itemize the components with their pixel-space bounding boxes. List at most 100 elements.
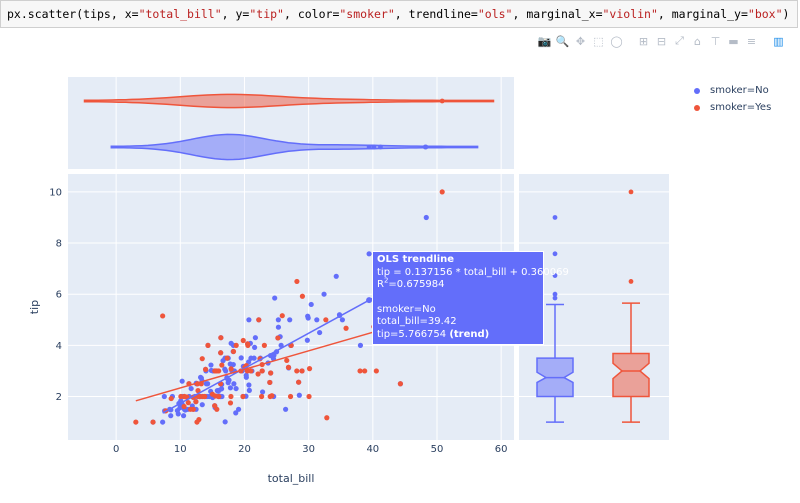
hover-compare-icon[interactable]: ≡: [746, 34, 757, 48]
plotly-logo-icon[interactable]: ▥: [773, 34, 784, 48]
scatter-point: [180, 413, 187, 419]
scatter-point: [218, 386, 225, 392]
scatter-point: [252, 335, 258, 341]
camera-icon[interactable]: 📷: [537, 34, 552, 48]
scatter-point: [214, 406, 220, 412]
scatter-point: [168, 395, 174, 402]
scatter-point: [246, 387, 252, 393]
scatter-point: [219, 362, 225, 368]
scatter-point: [220, 358, 226, 364]
box-select-icon[interactable]: ⬚: [593, 34, 604, 48]
x-tick-label: 10: [174, 444, 187, 455]
scatter-point: [218, 350, 224, 356]
hover-x: total_bill=39.42: [377, 316, 457, 327]
scatter-point: [321, 291, 327, 297]
spike-lines-icon[interactable]: ⊤: [710, 34, 721, 48]
scatter-point: [185, 400, 191, 406]
scatter-point: [235, 406, 242, 412]
scatter-point: [238, 355, 244, 361]
scatter-point: [233, 342, 239, 348]
hover-point: [366, 297, 373, 304]
legend-label: smoker=Yes: [710, 102, 772, 113]
scatter-point: [245, 342, 251, 348]
reset-axes-icon[interactable]: ⌂: [694, 34, 701, 48]
autoscale-icon[interactable]: ⤢: [675, 34, 684, 47]
scatter-point: [224, 355, 230, 361]
hover-title: OLS trendline: [377, 254, 455, 265]
scatter-point: [202, 366, 209, 373]
scatter-point: [267, 393, 273, 400]
scatter-point: [179, 378, 185, 384]
scatter-point: [259, 368, 265, 374]
scatter-point: [272, 295, 278, 301]
legend-item-smoker-no[interactable]: smoker=No: [694, 82, 771, 99]
scatter-point: [251, 355, 257, 361]
scatter-point: [177, 405, 183, 411]
scatter-point: [133, 419, 139, 425]
scatter-point: [279, 313, 285, 319]
y-tick-label: 2: [56, 392, 62, 403]
box-outlier: [552, 251, 558, 257]
box-outlier: [552, 295, 558, 301]
x-tick-label: 60: [495, 444, 508, 455]
scatter-point: [227, 385, 234, 391]
box-outlier: [552, 291, 558, 297]
scatter-point: [252, 344, 258, 351]
x-tick-label: 20: [238, 444, 251, 455]
scatter-point: [397, 381, 404, 387]
hover-closest-icon[interactable]: ▬: [728, 34, 739, 48]
scatter-point: [299, 293, 306, 299]
scatter-point: [261, 342, 267, 348]
scatter-point: [275, 324, 282, 330]
hover-tooltip: OLS trendline tip = 0.137156 * total_bil…: [372, 251, 569, 345]
y-tick-label: 6: [56, 290, 62, 301]
y-tick-label: 10: [49, 187, 62, 198]
scatter-point: [294, 368, 300, 374]
scatter-point: [150, 419, 156, 425]
scatter-point: [306, 393, 312, 400]
scatter-point: [246, 317, 252, 323]
scatter-point: [362, 368, 368, 374]
scatter-point: [284, 357, 290, 364]
scatter-point: [343, 325, 349, 331]
scatter-point: [240, 337, 246, 344]
violin-outlier: [378, 144, 383, 150]
legend-label: smoker=No: [710, 85, 769, 96]
lasso-select-icon[interactable]: ◯: [610, 34, 623, 48]
scatter-point: [333, 273, 339, 279]
zoom-in-icon[interactable]: ⊞: [638, 34, 649, 48]
scatter-point: [324, 415, 330, 421]
scatter-point: [306, 366, 313, 372]
scatter-point: [357, 342, 364, 348]
pan-icon[interactable]: ✥: [575, 34, 586, 48]
scatter-point: [187, 406, 194, 412]
scatter-point: [323, 317, 329, 323]
scatter-point: [228, 366, 234, 372]
scatter-point: [223, 368, 229, 374]
zoom-icon[interactable]: 🔍: [555, 34, 570, 48]
scatter-point: [256, 317, 262, 323]
scatter-point: [285, 364, 292, 370]
scatter-point: [287, 317, 293, 323]
scatter-point: [233, 385, 239, 392]
scatter-point: [160, 313, 166, 319]
violin-yes: [83, 93, 495, 109]
scatter-point: [231, 381, 237, 387]
marginal-x-background: [68, 77, 514, 169]
scatter-point: [304, 337, 310, 343]
x-axis-title: total_bill: [268, 472, 315, 485]
hover-y: tip=5.766754 (trend): [377, 328, 490, 340]
code-cell[interactable]: px.scatter(tips, x="total_bill", y="tip"…: [0, 0, 798, 28]
scatter-point: [198, 375, 204, 381]
scatter-point: [287, 393, 294, 400]
scatter-point: [259, 389, 266, 395]
legend-marker: [694, 87, 700, 94]
scatter-point: [243, 372, 249, 378]
scatter-point: [193, 399, 199, 405]
scatter-point: [283, 406, 289, 412]
hover-group: smoker=No: [377, 303, 436, 315]
legend-item-smoker-yes[interactable]: smoker=Yes: [694, 99, 771, 116]
scatter-point: [246, 382, 252, 388]
scatter-point: [168, 413, 174, 419]
zoom-out-icon[interactable]: ⊟: [656, 34, 667, 48]
